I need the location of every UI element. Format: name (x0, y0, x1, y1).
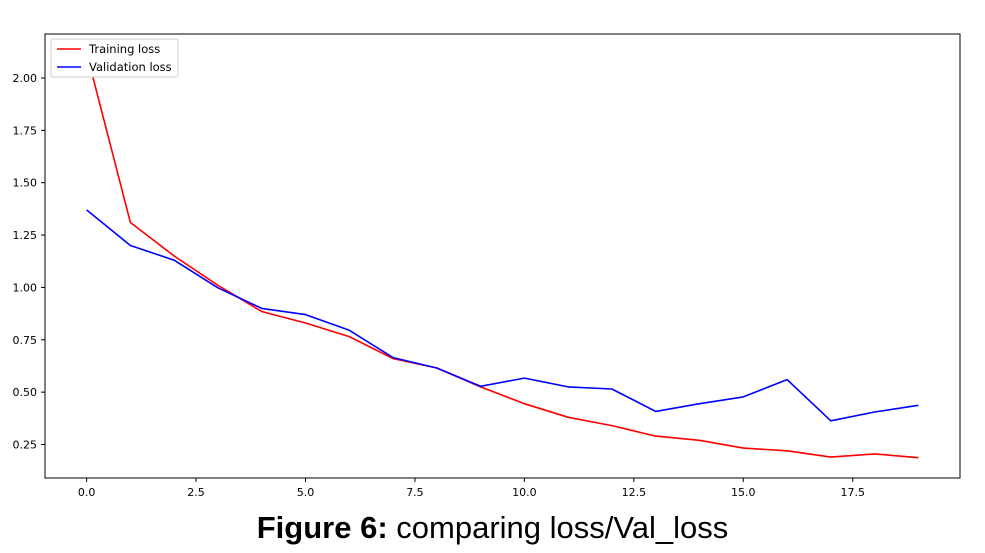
x-tick-label: 2.5 (187, 486, 205, 499)
loss-chart-svg: 0.0 2.5 5.0 7.5 10.0 12.5 15.0 17.5 0.25 0.50 0.75… (13, 33, 961, 499)
y-tick-label: 1.75 (13, 124, 38, 137)
x-tick-label: 5.0 (297, 486, 315, 499)
x-tick-label: 17.5 (840, 486, 865, 499)
x-tick-label: 0.0 (78, 486, 96, 499)
validation-loss-line (86, 209, 919, 422)
series-lines (85, 52, 919, 459)
legend-box (50, 38, 179, 78)
y-tick-label: 1.25 (13, 229, 38, 242)
legend: Training loss Validation loss (50, 38, 179, 78)
plot-area (44, 33, 961, 479)
legend-label-validation: Validation loss (89, 60, 172, 74)
y-tick-label: 0.75 (13, 334, 38, 347)
figure-caption-text: comparing loss/Val_loss (387, 510, 729, 545)
y-tick-label: 1.50 (13, 177, 38, 190)
loss-chart: 0.0 2.5 5.0 7.5 10.0 12.5 15.0 17.5 0.25 0.50 0.75… (13, 33, 961, 499)
y-tick-label: 0.50 (13, 386, 38, 399)
figure-caption-label: Figure 6: (256, 510, 388, 545)
training-loss-line (85, 52, 919, 459)
x-tick-label: 15.0 (731, 486, 756, 499)
x-tick-label: 10.0 (512, 486, 537, 499)
y-tick-label: 1.00 (13, 281, 38, 294)
figure-caption: Figure 6: comparing loss/Val_loss (0, 510, 985, 546)
x-tick-label: 7.5 (406, 486, 424, 499)
legend-label-training: Training loss (88, 42, 160, 56)
x-tick-label: 12.5 (622, 486, 647, 499)
y-tick-label: 2.00 (13, 72, 38, 85)
y-tick-label: 0.25 (13, 438, 38, 451)
axis-ticks: 0.0 2.5 5.0 7.5 10.0 12.5 15.0 17.5 0.25 0.50 0.75… (13, 72, 865, 499)
